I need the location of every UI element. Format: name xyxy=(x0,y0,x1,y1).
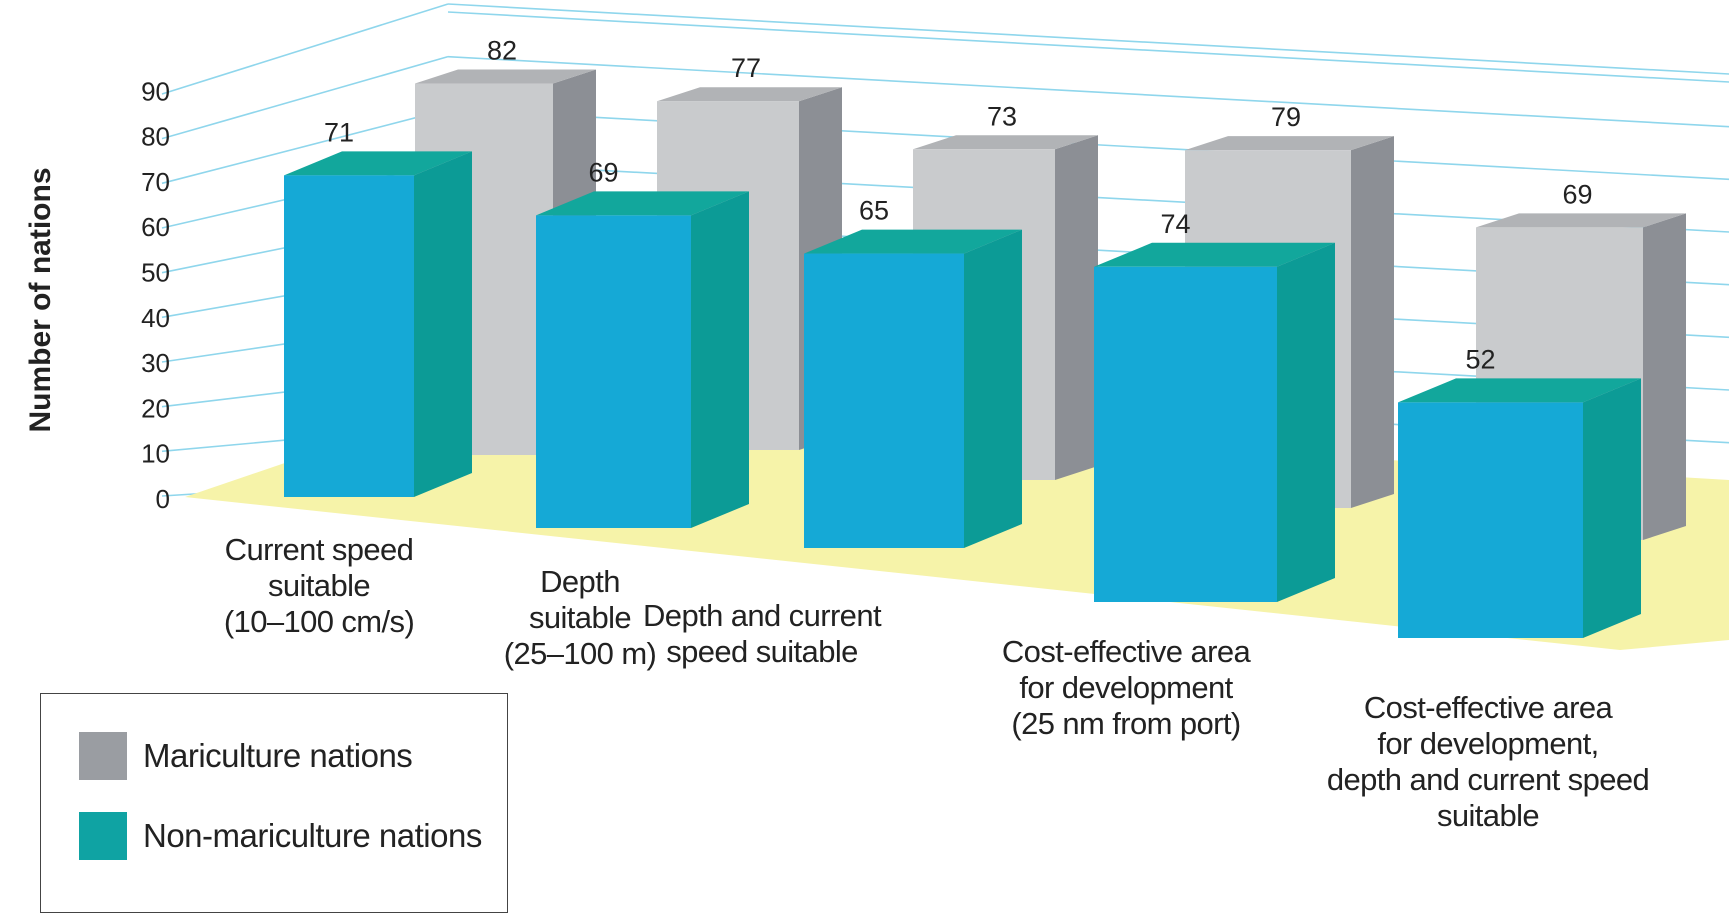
category-label-3-line-1: for development xyxy=(1019,670,1233,705)
y-tick-label-20: 20 xyxy=(141,393,170,423)
y-tick-label-0: 0 xyxy=(156,484,170,514)
category-label-2-line-1: speed suitable xyxy=(666,634,858,669)
bar-mariculture-1-top xyxy=(657,87,842,102)
category-label-4-line-1: for development, xyxy=(1377,726,1598,761)
bar-non-mariculture-1-side xyxy=(691,191,749,528)
bar-non-mariculture-0-side xyxy=(414,151,472,497)
gridline-left-80 xyxy=(161,55,449,140)
y-tick-label-40: 40 xyxy=(141,303,170,333)
y-axis-label: Number of nations xyxy=(24,167,57,432)
category-label-2-line-0: Depth and current xyxy=(643,598,882,633)
category-label-4-line-3: suitable xyxy=(1437,798,1539,833)
y-tick-label-50: 50 xyxy=(141,258,170,288)
bar-mariculture-0-top xyxy=(415,69,596,84)
bar-non-mariculture-2-top xyxy=(804,229,1022,254)
data-label-non-mariculture-1: 69 xyxy=(588,157,618,187)
gridline-left-70 xyxy=(161,108,449,185)
bar-mariculture-2-top xyxy=(913,135,1098,150)
y-tick-label-10: 10 xyxy=(141,439,170,469)
data-label-non-mariculture-4: 52 xyxy=(1465,344,1495,374)
bar-non-mariculture-4-top xyxy=(1398,378,1641,403)
bar-mariculture-2-side xyxy=(1055,135,1098,481)
legend-swatch-non-mariculture xyxy=(79,812,127,860)
category-label-0-line-0: Current speed xyxy=(225,532,414,567)
data-label-non-mariculture-3: 74 xyxy=(1160,209,1190,239)
legend-label-mariculture: Mariculture nations xyxy=(143,737,413,774)
gridline-back-80 xyxy=(447,55,1729,128)
category-label-3-line-0: Cost-effective area xyxy=(1002,634,1252,669)
bar-non-mariculture-4-side xyxy=(1583,378,1641,638)
data-label-non-mariculture-0: 71 xyxy=(324,117,354,147)
category-label-0-line-1: suitable xyxy=(268,568,370,603)
bar-non-mariculture-2 xyxy=(804,253,964,549)
data-label-non-mariculture-2: 65 xyxy=(859,196,889,226)
gridline-back-90 xyxy=(447,3,1729,75)
y-tick-label-70: 70 xyxy=(141,167,170,197)
bar-non-mariculture-3-side xyxy=(1277,242,1335,603)
legend-swatch-mariculture xyxy=(79,732,127,780)
data-label-mariculture-3: 79 xyxy=(1271,102,1301,132)
bar-non-mariculture-3-top xyxy=(1094,242,1335,267)
back-wall-top-edge xyxy=(447,11,1729,83)
data-label-mariculture-2: 73 xyxy=(987,101,1017,131)
bar-non-mariculture-4 xyxy=(1398,402,1583,638)
y-tick-label-60: 60 xyxy=(141,212,170,242)
bar-non-mariculture-2-side xyxy=(964,229,1022,548)
bar-mariculture-3-side xyxy=(1351,136,1394,508)
gridline-left-90 xyxy=(161,3,449,95)
legend-item-mariculture: Mariculture nations xyxy=(79,732,413,780)
y-tick-label-80: 80 xyxy=(141,122,170,152)
data-label-mariculture-1: 77 xyxy=(731,53,761,83)
bar-mariculture-4-top xyxy=(1476,213,1686,228)
category-label-4-line-0: Cost-effective area xyxy=(1364,690,1614,725)
category-label-1-line-1: suitable xyxy=(529,600,631,635)
bar-non-mariculture-0 xyxy=(284,175,414,497)
legend-label-non-mariculture: Non-mariculture nations xyxy=(143,817,482,854)
bar-mariculture-4-side xyxy=(1643,213,1686,540)
legend-item-non-mariculture: Non-mariculture nations xyxy=(79,812,482,860)
legend: Mariculture nations Non-mariculture nati… xyxy=(40,693,508,913)
bar-non-mariculture-1 xyxy=(536,215,691,528)
y-tick-label-30: 30 xyxy=(141,348,170,378)
bar-non-mariculture-0-top xyxy=(284,151,472,176)
category-label-0-line-2: (10–100 cm/s) xyxy=(224,604,414,639)
category-label-1-line-2: (25–100 m) xyxy=(504,636,657,671)
data-label-mariculture-4: 69 xyxy=(1562,179,1592,209)
data-label-mariculture-0: 82 xyxy=(487,36,517,66)
bar-mariculture-3-top xyxy=(1185,136,1394,151)
bar-non-mariculture-3 xyxy=(1094,266,1277,602)
y-tick-label-90: 90 xyxy=(141,76,170,106)
bar-non-mariculture-1-top xyxy=(536,191,749,216)
category-label-1-line-0: Depth xyxy=(540,564,620,599)
category-label-4-line-2: depth and current speed xyxy=(1327,762,1649,797)
category-label-3-line-2: (25 nm from port) xyxy=(1011,706,1240,741)
